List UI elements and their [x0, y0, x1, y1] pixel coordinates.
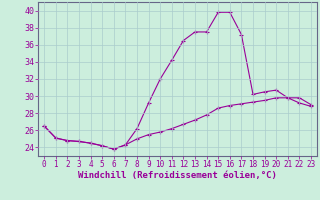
X-axis label: Windchill (Refroidissement éolien,°C): Windchill (Refroidissement éolien,°C): [78, 171, 277, 180]
